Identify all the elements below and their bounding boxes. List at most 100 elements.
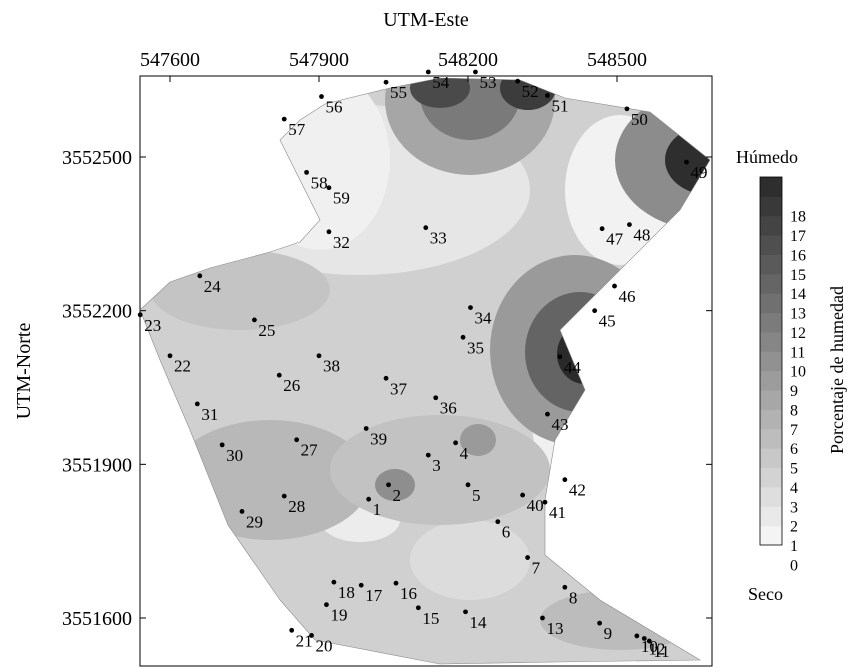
colorbar-level bbox=[760, 525, 782, 546]
wet-zone-52 bbox=[500, 78, 556, 110]
sample-point-label: 20 bbox=[316, 636, 333, 655]
colorbar-tick-label: 13 bbox=[790, 306, 806, 323]
sample-point-label: 53 bbox=[479, 73, 496, 92]
wet-zone-4 bbox=[460, 424, 496, 456]
site-boundary bbox=[139, 77, 711, 665]
colorbar-level bbox=[760, 273, 782, 294]
sample-point-17 bbox=[358, 582, 364, 588]
sample-point-label: 42 bbox=[569, 481, 586, 500]
x-tick-label: 547900 bbox=[289, 49, 349, 71]
colorbar-level bbox=[760, 370, 782, 391]
sample-point-6 bbox=[495, 519, 501, 525]
sample-point-label: 12 bbox=[648, 639, 665, 658]
sample-point-15 bbox=[415, 605, 421, 611]
sample-point-20 bbox=[309, 633, 314, 638]
sample-point-label: 5 bbox=[472, 486, 481, 505]
colorbar-tick-label: 14 bbox=[790, 286, 806, 303]
sample-point-label: 50 bbox=[631, 110, 648, 129]
sample-point-label: 22 bbox=[174, 357, 191, 376]
sample-point-label: 19 bbox=[330, 606, 347, 625]
colorbar-level bbox=[760, 486, 782, 507]
x-tick-label: 548200 bbox=[438, 49, 498, 71]
colorbar-top-label: Húmedo bbox=[736, 147, 798, 167]
colorbar-tick-label: 17 bbox=[790, 228, 806, 245]
sample-point-label: 11 bbox=[653, 642, 669, 661]
sample-point-24 bbox=[197, 273, 203, 279]
sample-point-label: 15 bbox=[422, 609, 439, 628]
sample-point-label: 56 bbox=[325, 98, 342, 117]
sample-point-19 bbox=[324, 602, 329, 608]
sample-point-label: 45 bbox=[599, 312, 616, 331]
sample-point-label: 51 bbox=[551, 97, 568, 116]
sample-point-label: 16 bbox=[400, 584, 417, 603]
sample-point-46 bbox=[612, 283, 617, 289]
sample-point-label: 43 bbox=[551, 415, 568, 434]
sample-point-label: 1 bbox=[373, 500, 382, 519]
sample-point-label: 36 bbox=[440, 399, 457, 418]
colorbar-level bbox=[760, 409, 782, 430]
sample-point-label: 48 bbox=[633, 226, 650, 245]
x-tick-label: 547600 bbox=[140, 49, 200, 71]
sample-point-32 bbox=[326, 229, 332, 235]
wet-zone-54 bbox=[410, 78, 470, 108]
sample-point-53 bbox=[473, 69, 478, 75]
sample-point-label: 46 bbox=[619, 287, 636, 306]
colorbar-tick-label: 8 bbox=[790, 402, 798, 419]
sample-point-14 bbox=[463, 609, 468, 615]
sample-point-54 bbox=[425, 69, 431, 75]
sample-point-51 bbox=[545, 93, 550, 98]
colorbar-tick-label: 7 bbox=[790, 422, 798, 439]
sample-point-label: 27 bbox=[301, 441, 319, 460]
colorbar-level bbox=[760, 506, 782, 527]
sample-point-38 bbox=[316, 353, 322, 359]
sample-point-label: 41 bbox=[549, 503, 566, 522]
colorbar-tick-label: 10 bbox=[790, 364, 806, 381]
sample-point-label: 39 bbox=[370, 429, 387, 448]
sample-point-label: 35 bbox=[467, 338, 484, 357]
sample-point-label: 24 bbox=[204, 277, 222, 296]
colorbar-level bbox=[760, 428, 782, 449]
sample-point-41 bbox=[542, 499, 548, 505]
sample-point-10 bbox=[634, 633, 640, 639]
sample-point-label: 40 bbox=[527, 496, 544, 515]
sample-point-57 bbox=[281, 116, 287, 122]
sample-point-2 bbox=[386, 482, 391, 488]
sample-point-7 bbox=[525, 555, 530, 560]
sample-point-49 bbox=[684, 159, 689, 165]
sample-point-label: 33 bbox=[430, 229, 447, 248]
sample-point-34 bbox=[468, 305, 473, 310]
sample-point-36 bbox=[433, 395, 439, 401]
y-axis-title: UTM-Norte bbox=[13, 323, 35, 420]
colorbar-tick-label: 6 bbox=[790, 441, 798, 458]
sample-point-35 bbox=[460, 334, 466, 340]
sample-point-label: 44 bbox=[564, 358, 582, 377]
y-tick-label: 3552200 bbox=[62, 301, 132, 323]
sample-point-label: 10 bbox=[641, 637, 658, 656]
sample-point-label: 6 bbox=[502, 523, 511, 542]
sample-point-label: 28 bbox=[288, 497, 305, 516]
sample-point-label: 32 bbox=[333, 233, 350, 252]
x-axis-title: UTM-Este bbox=[383, 9, 469, 31]
colorbar-level bbox=[760, 235, 782, 255]
colorbar-level bbox=[760, 196, 782, 217]
sample-point-29 bbox=[239, 509, 245, 514]
sample-point-label: 7 bbox=[532, 559, 541, 578]
sample-point-9 bbox=[597, 620, 603, 626]
sample-point-11 bbox=[646, 638, 652, 644]
sample-point-25 bbox=[252, 317, 257, 323]
sample-point-39 bbox=[363, 426, 369, 431]
sample-point-33 bbox=[423, 225, 429, 231]
sample-point-30 bbox=[219, 442, 225, 448]
colorbar-tick-label: 11 bbox=[790, 344, 805, 361]
y-tick-label: 3551900 bbox=[62, 454, 132, 476]
sample-point-label: 13 bbox=[547, 619, 564, 638]
sample-point-label: 18 bbox=[338, 583, 355, 602]
sample-point-18 bbox=[331, 579, 337, 585]
colorbar-tick-label: 5 bbox=[790, 461, 798, 478]
sample-point-label: 58 bbox=[311, 173, 328, 192]
sample-point-56 bbox=[319, 94, 324, 99]
sample-point-1 bbox=[366, 496, 372, 502]
wet-zone-north-core bbox=[420, 78, 520, 140]
colorbar-level bbox=[760, 467, 782, 488]
